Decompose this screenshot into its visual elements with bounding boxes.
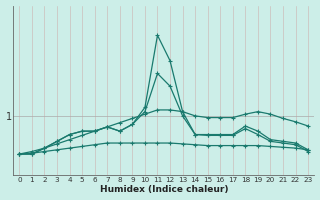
X-axis label: Humidex (Indice chaleur): Humidex (Indice chaleur) bbox=[100, 185, 228, 194]
